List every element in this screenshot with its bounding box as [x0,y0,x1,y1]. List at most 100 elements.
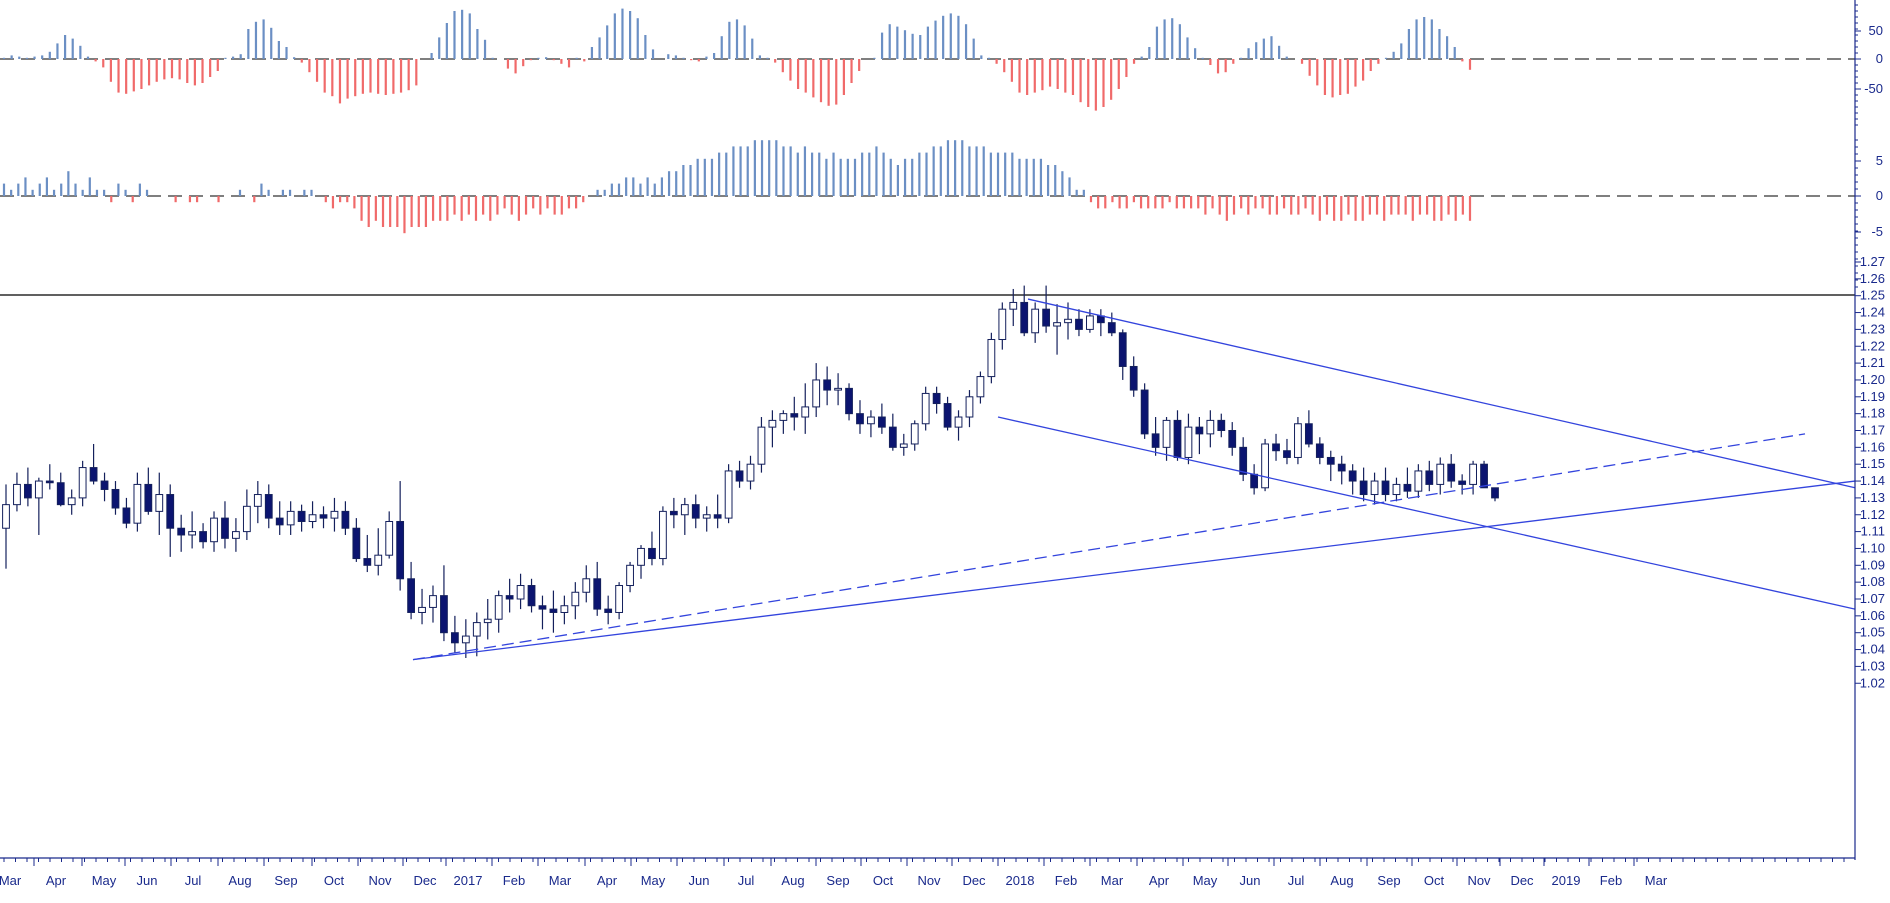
y-tick-label: 1.21 [1860,355,1885,370]
x-tick-label: 2017 [454,873,483,888]
candle-down [24,483,32,499]
candle-down [1151,433,1160,448]
candle-down [691,504,700,519]
x-tick-label: Dec [1510,873,1534,888]
candle-down [1228,430,1237,448]
x-tick-label: Oct [324,873,345,888]
candle-down [1140,389,1149,435]
candle-down [790,413,799,418]
y-tick-label: 0 [1876,51,1883,66]
candle-down [341,510,350,529]
candle-up [987,339,996,378]
x-tick-label: Dec [962,873,986,888]
candle-up [330,510,339,519]
candle-up [1184,426,1193,458]
candle-up [1392,483,1401,496]
candle-up [1294,423,1302,458]
candle-up [210,517,218,543]
y-tick-label: 1.05 [1860,625,1885,640]
candle-up [374,554,383,566]
x-tick-label: Sep [1377,873,1400,888]
y-tick-label: 1.04 [1860,642,1885,657]
trend-line-solid [997,416,1856,610]
y-tick-label: 1.13 [1860,490,1885,505]
candle-up [867,416,875,425]
y-tick-label: 0 [1876,188,1883,203]
candle-down [1425,470,1434,485]
x-tick-label: Jun [689,873,710,888]
y-tick-label: 1.14 [1860,473,1885,488]
candle-down [1118,332,1127,367]
candle-down [1447,463,1456,482]
x-tick-label: Aug [781,873,804,888]
y-tick-label: 1.19 [1860,389,1885,404]
candle-down [1075,318,1083,330]
candle-up [1086,315,1094,330]
candle-up [1206,419,1215,435]
candle-up [1053,322,1061,327]
candle-down [1272,443,1280,452]
candle-down [1491,487,1499,499]
candle-up [34,480,43,499]
candle-up [155,494,164,512]
candle-down [1195,426,1204,435]
candle-up [1031,308,1040,334]
candle-down [1283,450,1291,458]
candle-up [2,504,10,529]
candle-up [1370,480,1379,496]
candle-up [67,497,76,506]
x-tick-label: Aug [1330,873,1353,888]
candle-down [89,467,98,482]
candle-up [768,419,777,428]
candle-down [1381,480,1390,496]
y-tick-label: 1.09 [1860,557,1885,572]
x-tick-label: Sep [826,873,849,888]
candle-down [1458,480,1467,485]
candle-up [615,585,624,613]
x-tick-label: Dec [413,873,437,888]
candle-down [593,578,602,610]
x-tick-label: Apr [46,873,67,888]
candle-up [812,379,821,408]
candle-up [483,618,492,624]
candle-up [461,635,470,644]
y-tick-label: 1.22 [1860,338,1885,353]
y-tick-label: 1.11 [1861,524,1885,539]
candle-down [669,510,678,516]
candle-up [1261,443,1269,489]
candle-up [1414,470,1423,492]
x-tick-label: Jun [1240,873,1261,888]
candle-up [910,423,919,445]
candle-up [429,595,437,608]
candle-up [232,531,240,539]
candle-up [801,406,810,418]
candle-up [308,514,317,522]
candle-down [1337,463,1346,472]
candle-down [538,605,547,610]
candle-up [921,392,930,425]
candle-up [1064,318,1072,324]
x-tick-label: Sep [274,873,297,888]
candle-down [199,531,207,543]
candle-down [1359,480,1368,496]
candle-up [779,413,788,421]
x-tick-label: Apr [597,873,618,888]
y-tick-label: 1.10 [1860,540,1885,555]
candle-down [1250,473,1259,489]
candle-up [899,443,908,448]
x-tick-label: Jul [738,873,755,888]
candle-up [746,463,755,482]
candle-up [494,595,503,620]
candle-up [242,505,251,533]
candle-up [188,531,197,536]
y-tick-label: 1.12 [1860,507,1885,522]
x-tick-label: Feb [1600,873,1622,888]
candle-down [1304,423,1313,445]
candle-down [56,482,65,506]
candle-down [1326,456,1335,465]
candle-down [1107,322,1116,334]
candle-up [976,376,985,398]
candle-down [505,595,514,600]
y-tick-label: 1.25 [1860,288,1885,303]
upper-oscillator-panel [0,8,1855,111]
